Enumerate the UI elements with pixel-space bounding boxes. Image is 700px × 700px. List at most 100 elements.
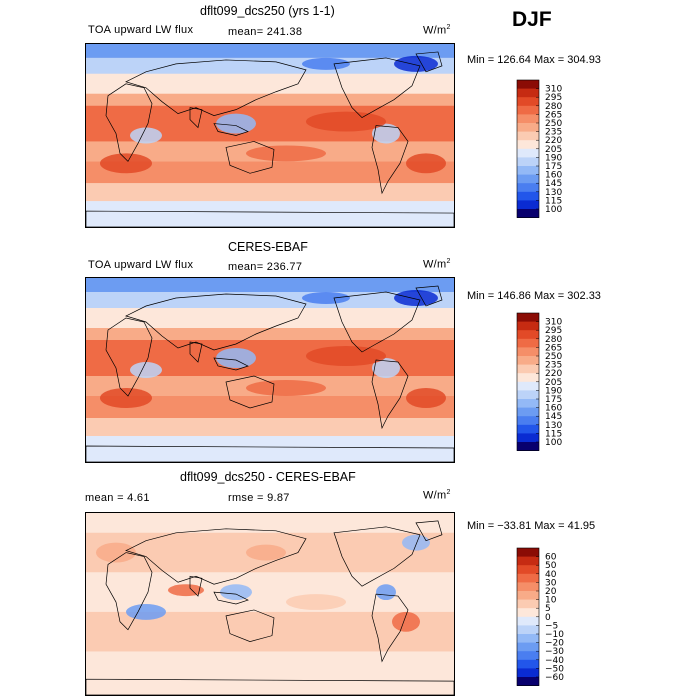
colorbar-3-swatch [517, 642, 539, 652]
colorbar-1-tick-label: 130 [545, 188, 562, 198]
map-2-contour-blob [246, 380, 326, 396]
colorbar-2-tick-label: 250 [545, 352, 562, 362]
map-1-band [86, 44, 454, 58]
map-3-svg [86, 513, 454, 695]
map-2-contour-blob [216, 348, 256, 368]
colorbar-2-swatch [517, 416, 539, 426]
panel-2-minmax: Min = 146.86 Max = 302.33 [467, 290, 601, 302]
panel-2-variable-label: TOA upward LW flux [88, 259, 194, 271]
colorbar-3-tick-label: 20 [545, 587, 557, 597]
colorbar-3-tick-label: 50 [545, 561, 557, 571]
colorbar-3-tick-label: −40 [545, 656, 564, 666]
colorbar-2-tick-label: 310 [545, 318, 562, 328]
colorbar-2-tick-label: 115 [545, 429, 562, 439]
colorbar-1-tick-label: 175 [545, 162, 562, 172]
colorbar-1-tick-label: 250 [545, 119, 562, 129]
map-2-band [86, 308, 454, 328]
colorbar-2-swatch [517, 381, 539, 391]
panel-1-map [85, 43, 455, 228]
map-1-contour-blob [246, 145, 326, 162]
colorbar-3-swatch [517, 599, 539, 609]
map-3-contour-blob [220, 584, 252, 601]
colorbar-1-swatch [517, 97, 539, 107]
colorbar-2-swatch [517, 424, 539, 434]
colorbar-1-tick-label: 280 [545, 102, 562, 112]
map-1-coastline [371, 125, 409, 195]
map-2-coastline [189, 341, 203, 363]
colorbar-1-tick-label: 310 [545, 85, 562, 95]
colorbar-1-swatch [517, 123, 539, 132]
colorbar-3-swatch [517, 616, 539, 626]
colorbar-3-tick-label: 30 [545, 578, 557, 588]
map-1-contour-blob [306, 111, 386, 132]
colorbar-1-swatch [517, 209, 539, 218]
colorbar-2-swatch [517, 373, 539, 383]
colorbar-3-swatch [517, 677, 539, 686]
map-2-coastline [213, 357, 249, 371]
panel-2-colorbar: 310 295 280 265 250 235 220 205 190 175 160 145 130 1… [516, 312, 587, 453]
map-1-contour-blob [216, 113, 256, 134]
colorbar-2-tick-label: 265 [545, 343, 562, 353]
colorbar-2-swatch [517, 356, 539, 365]
colorbar-1-swatch [517, 183, 539, 193]
colorbar-2-tick-label: 280 [545, 335, 562, 345]
colorbar-2-tick-label: 295 [545, 326, 562, 336]
panel-3-units: W/m2 [423, 489, 451, 502]
colorbar-1-swatch [517, 140, 539, 150]
colorbar-3-swatch [517, 591, 539, 600]
panel-1-mean-label: mean= 241.38 [228, 26, 303, 38]
map-1-band [86, 201, 454, 227]
map-3-contour-blob [96, 542, 136, 563]
colorbar-3-tick-label: 60 [545, 553, 557, 563]
colorbar-1-tick-label: 160 [545, 171, 562, 181]
colorbar-3-swatch [517, 556, 539, 566]
panel-2-map [85, 277, 455, 463]
map-1-band [86, 73, 454, 94]
map-1-contour-blob [372, 123, 400, 144]
map-1-coastline [189, 107, 203, 129]
colorbar-3-tick-label: 40 [545, 570, 557, 580]
colorbar-3-swatch [517, 634, 539, 643]
colorbar-3-swatch [517, 548, 539, 557]
map-2-contour-blob [100, 388, 152, 408]
panel-3-rmse-label: rmse = 9.87 [228, 492, 290, 504]
map-3-coastline [415, 520, 443, 542]
colorbar-1-tick-label: 190 [545, 153, 562, 163]
colorbar-3-tick-label: 10 [545, 596, 557, 606]
map-2-band [86, 396, 454, 418]
colorbar-1-swatch [517, 131, 539, 141]
colorbar-2-swatch [517, 313, 539, 322]
colorbar-3-swatch [517, 659, 539, 669]
colorbar-2-swatch [517, 321, 539, 331]
colorbar-2-tick-label: 100 [545, 438, 562, 448]
season-label: DJF [512, 8, 552, 31]
map-2-contour-blob [306, 346, 386, 366]
map-2-contour-blob [130, 362, 162, 378]
map-2-coastline [125, 293, 307, 351]
map-1-band [86, 57, 454, 74]
colorbar-3-tick-label: −20 [545, 639, 564, 649]
colorbar-1-tick-label: 205 [545, 145, 562, 155]
colorbar-3-tick-label: −50 [545, 664, 564, 674]
colorbar-3-swatch [517, 582, 539, 592]
map-3-coastline [105, 552, 153, 631]
map-1-coastline [333, 57, 421, 119]
panel-3-minmax: Min = −33.81 Max = 41.95 [467, 520, 596, 532]
colorbar-2-swatch [517, 347, 539, 357]
colorbar-1-swatch [517, 174, 539, 184]
colorbar-2-swatch [517, 442, 539, 451]
map-2-coastline [225, 375, 275, 409]
map-3-contour-blob [126, 604, 166, 620]
panel-2-title: CERES-EBAF [228, 240, 308, 254]
colorbar-3-swatch [517, 565, 539, 575]
map-1-coastline [105, 83, 153, 162]
colorbar-3-swatch [517, 573, 539, 583]
panel-3-title: dflt099_dcs250 - CERES-EBAF [180, 470, 356, 484]
map-3-contour-blob [286, 594, 346, 610]
panel-1-variable-label: TOA upward LW flux [88, 24, 194, 36]
panel-2-units: W/m2 [423, 258, 451, 271]
colorbar-1-tick-label: 265 [545, 110, 562, 120]
colorbar-3-tick-label: 0 [545, 613, 551, 623]
colorbar-1-tick-label: 115 [545, 196, 562, 206]
